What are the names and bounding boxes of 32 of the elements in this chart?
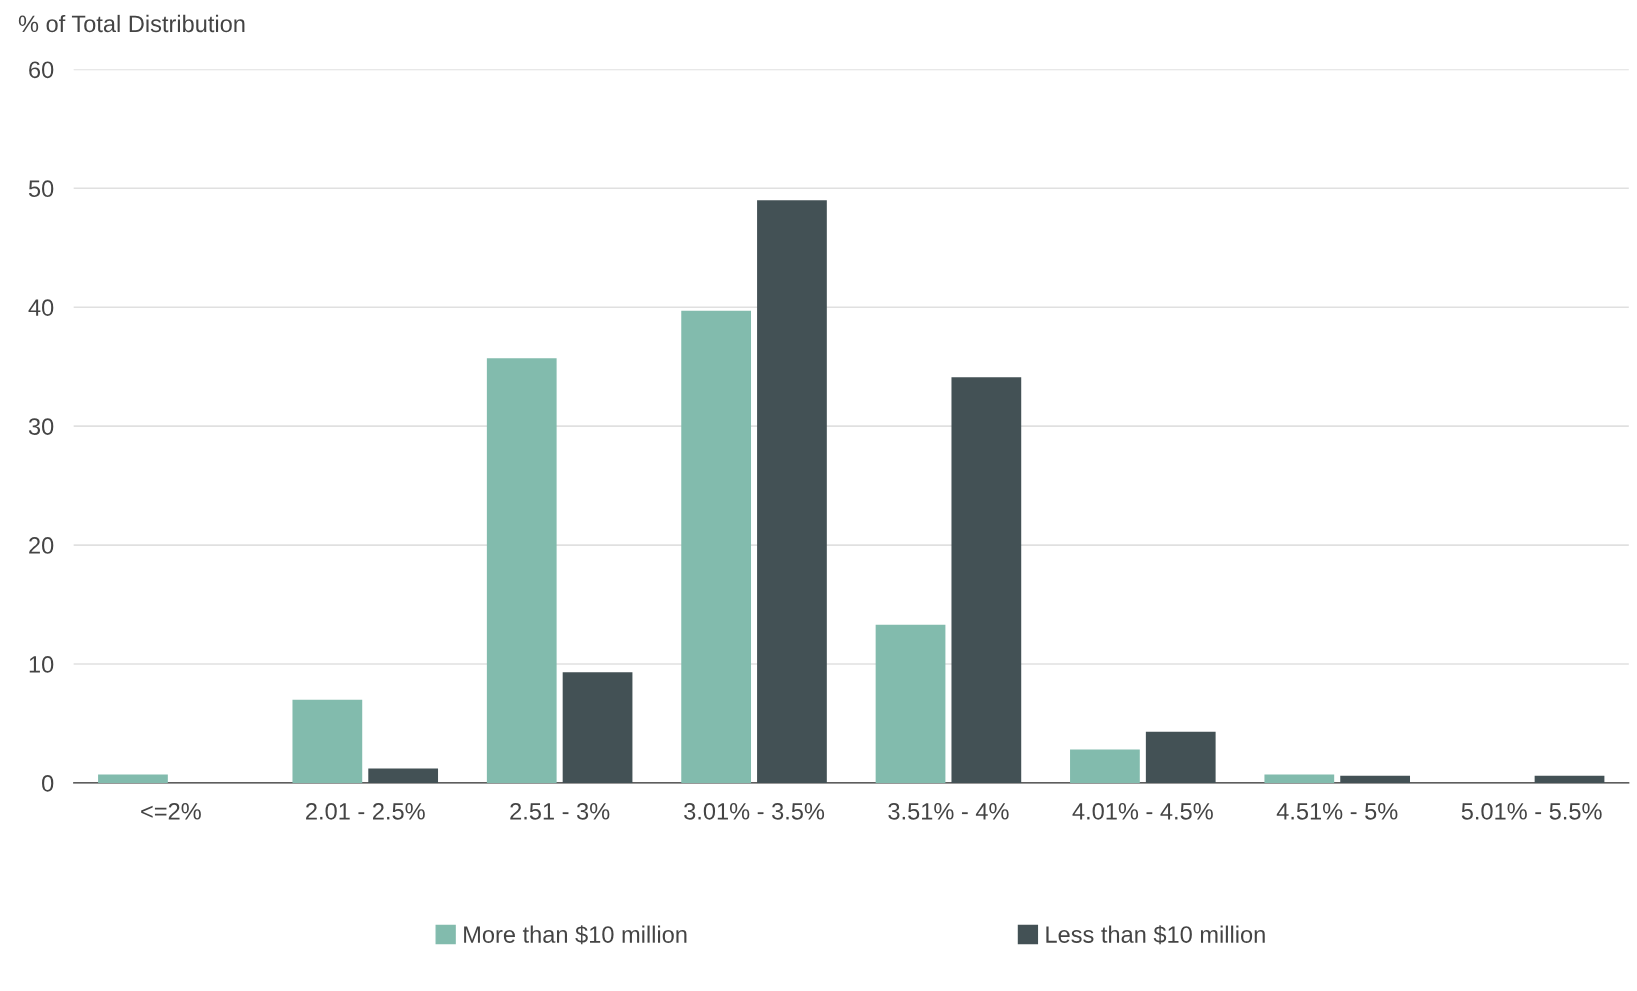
bar (1070, 749, 1140, 783)
bar (486, 358, 557, 783)
y-axis-title: % of Total Distribution (18, 14, 245, 33)
y-tick-label: 30 (28, 418, 54, 435)
bar (292, 699, 363, 783)
y-tick-label: 0 (42, 774, 54, 792)
x-tick-label: <=2% (141, 802, 201, 820)
bar (562, 672, 633, 783)
x-tick-label: 5.01% - 5.5% (1461, 802, 1602, 820)
bar (681, 310, 752, 783)
x-tick-label: 3.01% - 3.5% (684, 802, 825, 820)
y-tick-label: 20 (29, 537, 54, 554)
y-tick-label: 50 (28, 180, 54, 198)
x-tick-label: 2.51 - 3% (510, 802, 610, 820)
bar (1534, 775, 1605, 783)
x-tick-label: 4.51% - 5% (1276, 803, 1398, 820)
bar (1340, 775, 1411, 783)
bar (1145, 731, 1216, 783)
y-tick-label: 60 (29, 61, 54, 79)
bar (98, 774, 168, 783)
x-tick-label: 2.01 - 2.5% (306, 802, 425, 820)
bar (1264, 774, 1335, 783)
legend-label: More than $10 million (464, 925, 687, 945)
x-tick-label: 4.01% - 4.5% (1072, 802, 1213, 820)
bar (875, 624, 946, 783)
y-tick-label: 40 (28, 299, 54, 316)
legend-label: Less than $10 million (1046, 925, 1265, 945)
bar (757, 200, 827, 783)
bar (951, 377, 1022, 783)
y-tick-label: 10 (29, 656, 54, 673)
bar (368, 768, 439, 783)
x-tick-label: 3.51% - 4% (888, 802, 1009, 820)
